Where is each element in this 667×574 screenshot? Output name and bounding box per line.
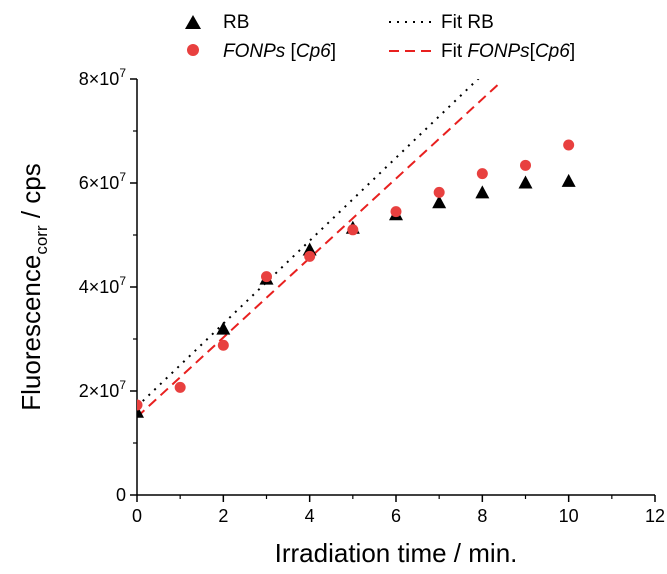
series-layer [137,79,576,418]
fit-line-2 [137,79,480,408]
rb-data-point [475,185,490,199]
x-tick-label: 12 [645,506,665,526]
fonps-data-point [476,168,488,180]
x-tick-label: 6 [391,506,401,526]
rb-data-point [432,195,447,209]
x-tick-label: 0 [132,506,142,526]
fit-line-3 [137,82,501,418]
legend-fit-rb-label: Fit RB [441,12,494,33]
legend-rb-label: RB [223,12,249,33]
legend-fonps-label: FONPs [Cp6] [223,41,336,62]
fonps-data-point [304,250,316,262]
fonps-data-point [217,339,229,351]
rb-data-point [518,175,533,189]
y-axis-title: Fluorescencecorr / cps [16,163,51,411]
fonps-data-point [261,271,272,283]
y-tick-label: 0 [116,485,126,505]
fonps-data-point [433,186,445,198]
legend: RB FONPs [Cp6] Fit RB Fit FONPs[Cp6] [185,12,575,62]
legend-fonps-marker [187,44,199,56]
fonps-data-point [563,139,575,151]
x-tick-label: 8 [477,506,487,526]
fonps-data-point [390,206,402,218]
x-tick-label: 4 [305,506,315,526]
axes: 0 2 4 6 8 10 12 0 2×107 4×107 6×107 8×107 [79,66,665,526]
y-tick-label: 4×107 [79,274,127,297]
x-axis-title: Irradiation time / min. [275,538,518,568]
fonps-data-point [520,159,531,171]
y-tick-label: 8×107 [79,66,127,89]
fonps-data-point [174,381,186,393]
rb-data-point [561,173,576,187]
x-ticks: 0 2 4 6 8 10 12 [132,495,665,526]
y-tick-label: 6×107 [79,170,127,193]
y-ticks: 0 2×107 4×107 6×107 8×107 [79,66,137,505]
y-tick-label: 2×107 [79,378,127,401]
x-tick-label: 2 [218,506,228,526]
rb-data-point [216,321,231,335]
legend-fit-fonps-label: Fit FONPs[Cp6] [441,41,575,62]
fonps-data-point [137,399,143,411]
x-tick-label: 10 [559,506,579,526]
fonps-data-point [347,224,359,236]
legend-rb-marker [185,15,201,29]
